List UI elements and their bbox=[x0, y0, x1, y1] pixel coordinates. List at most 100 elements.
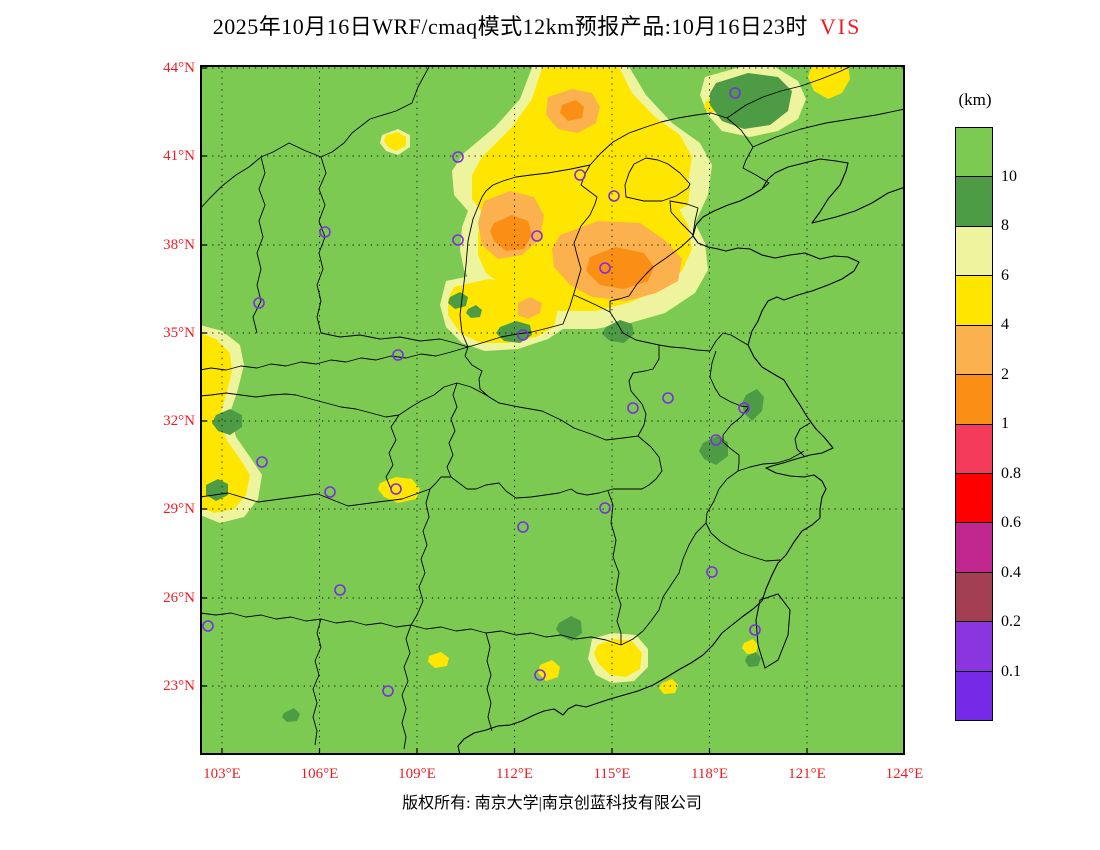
station-marker bbox=[574, 169, 586, 181]
haze-patch bbox=[200, 333, 250, 513]
colorbar-tick-label: 0.8 bbox=[1001, 464, 1021, 482]
haze-patch bbox=[496, 321, 532, 343]
station-marker bbox=[517, 521, 529, 533]
haze-patch bbox=[448, 292, 468, 309]
station-marker bbox=[531, 230, 543, 242]
coastline bbox=[457, 158, 905, 755]
lon-tick-label: 118°E bbox=[690, 766, 729, 782]
colorbar-cell bbox=[956, 128, 992, 178]
taiwan-island bbox=[755, 593, 791, 669]
colorbar-cell bbox=[956, 226, 992, 277]
station-marker bbox=[253, 297, 265, 309]
colorbar-labels: 10 8 6 4 2 1 0.8 0.6 0.4 0.2 0.1 bbox=[1001, 127, 1061, 721]
haze-patch bbox=[490, 215, 532, 251]
station-marker bbox=[599, 502, 611, 514]
colorbar-cell bbox=[956, 177, 992, 227]
haze-patch bbox=[742, 639, 758, 654]
haze-patch bbox=[586, 247, 654, 289]
station-marker bbox=[662, 392, 674, 404]
copyright: 版权所有: 南京大学|南京创蓝科技有限公司 bbox=[402, 795, 702, 812]
lat-tick-label: 38°N bbox=[163, 237, 195, 253]
haze-patch bbox=[384, 132, 406, 151]
colorbar-cell bbox=[956, 325, 992, 376]
haze-patch bbox=[448, 279, 558, 343]
station-marker bbox=[534, 669, 546, 681]
colorbar-cell bbox=[956, 622, 992, 672]
station-marker bbox=[324, 486, 336, 498]
station-marker bbox=[738, 402, 750, 414]
colorbar-tick-label: 1 bbox=[1001, 415, 1009, 432]
haze-patch bbox=[466, 305, 482, 318]
lat-tick-label: 29°N bbox=[163, 501, 195, 517]
lon-tick-label: 124°E bbox=[885, 766, 924, 782]
station-markers bbox=[202, 87, 761, 697]
haze-patch bbox=[282, 708, 300, 722]
colorbar-cell bbox=[956, 473, 992, 524]
haze-patch bbox=[556, 616, 582, 641]
colorbar-cell bbox=[956, 375, 992, 425]
colorbar-tick-label: 0.1 bbox=[1001, 662, 1021, 680]
station-marker bbox=[608, 190, 620, 202]
station-marker bbox=[319, 226, 331, 238]
haze-patch bbox=[212, 409, 242, 435]
lat-tick-label: 41°N bbox=[163, 148, 195, 164]
station-marker bbox=[392, 349, 404, 361]
lat-tick-label: 26°N bbox=[163, 590, 195, 606]
station-marker bbox=[202, 620, 214, 632]
colorbar-cell bbox=[956, 276, 992, 326]
colorbar-tick-label: 4 bbox=[1001, 316, 1009, 333]
haze-field bbox=[200, 65, 850, 722]
colorbar-tick-label: 10 bbox=[1001, 167, 1017, 185]
lon-tick-label: 109°E bbox=[398, 766, 436, 782]
haze-patch bbox=[808, 65, 850, 99]
haze-patch bbox=[594, 639, 642, 677]
station-marker bbox=[390, 483, 402, 495]
haze-patch bbox=[742, 389, 764, 421]
station-marker bbox=[517, 329, 529, 341]
lat-tick-label: 35°N bbox=[163, 325, 195, 341]
axis-ticks bbox=[200, 67, 905, 755]
station-marker bbox=[382, 685, 394, 697]
lon-tick-label: 115°E bbox=[593, 766, 631, 782]
station-marker bbox=[627, 402, 639, 414]
lon-tick-label: 121°E bbox=[788, 766, 826, 782]
haze-patch bbox=[560, 100, 584, 121]
colorbar-tick-label: 0.4 bbox=[1001, 563, 1021, 581]
lon-tick-label: 112°E bbox=[495, 766, 534, 782]
station-marker bbox=[729, 87, 741, 99]
haze-patch bbox=[644, 153, 690, 211]
map-area bbox=[200, 65, 905, 755]
colorbar-tick-label: 6 bbox=[1001, 266, 1009, 284]
colorbar-cell bbox=[956, 424, 992, 474]
lon-tick-label: 103°E bbox=[203, 766, 241, 782]
haze-patch bbox=[538, 660, 560, 681]
colorbar-tick-label: 2 bbox=[1001, 365, 1009, 383]
haze-patch bbox=[659, 679, 678, 694]
colorbar-tick-label: 0.2 bbox=[1001, 613, 1021, 630]
station-marker bbox=[599, 262, 611, 274]
haze-patch bbox=[428, 652, 449, 668]
colorbar-tick-label: 8 bbox=[1001, 217, 1009, 234]
station-marker bbox=[749, 624, 761, 636]
title-variable: VIS bbox=[819, 14, 862, 39]
colorbar-cell bbox=[956, 671, 992, 721]
title-text: 2025年10月16日WRF/cmaq模式12km预报产品:10月16日23时 bbox=[212, 14, 808, 39]
station-marker bbox=[452, 151, 464, 163]
station-marker bbox=[334, 584, 346, 596]
colorbar-unit: (km) bbox=[958, 90, 992, 109]
map-frame bbox=[200, 65, 905, 755]
province-boundaries bbox=[200, 65, 905, 750]
haze-patch bbox=[710, 73, 792, 129]
forecast-map bbox=[200, 65, 905, 755]
colorbar bbox=[955, 127, 993, 721]
station-marker bbox=[706, 566, 718, 578]
page-title: 2025年10月16日WRF/cmaq模式12km预报产品:10月16日23时 V… bbox=[213, 9, 862, 41]
colorbar-tick-label: 0.6 bbox=[1001, 514, 1021, 531]
colorbar-cell bbox=[956, 523, 992, 573]
station-marker bbox=[452, 234, 464, 246]
haze-patch bbox=[745, 652, 761, 667]
lon-tick-label: 106°E bbox=[300, 766, 339, 782]
haze-patch bbox=[602, 320, 634, 343]
lat-tick-label: 23°N bbox=[163, 678, 195, 694]
colorbar-cell bbox=[956, 572, 992, 623]
